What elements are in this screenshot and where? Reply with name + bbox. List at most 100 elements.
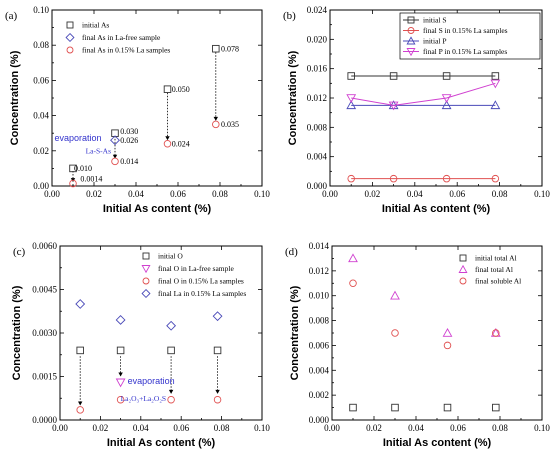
- data-point: [346, 94, 357, 104]
- data-point: [115, 315, 126, 325]
- data-point: [441, 94, 452, 104]
- y-tick-label: 0.024: [307, 5, 328, 15]
- legend-label: final S in 0.15% La samples: [423, 26, 508, 35]
- annotation: 0.0014: [80, 175, 102, 184]
- legend-marker: [65, 32, 75, 43]
- legend-marker: [66, 21, 74, 29]
- data-point: [490, 100, 501, 110]
- arrow-head: [118, 372, 123, 377]
- legend-label: initial total Al: [475, 254, 517, 263]
- y-tick-label: 0.008: [309, 316, 330, 326]
- y-tick-label: 0.004: [307, 152, 328, 162]
- y-tick-label: 0.06: [33, 75, 49, 85]
- y-tick-label: 0.020: [307, 34, 328, 44]
- annotation: evaporation: [128, 376, 175, 386]
- legend-marker: [142, 277, 150, 285]
- annotation: 0.026: [120, 136, 138, 145]
- panel-label: (a): [5, 10, 18, 22]
- annotation: 0.078: [221, 44, 239, 53]
- data-point: [346, 100, 357, 110]
- y-tick-label: 0.004: [309, 365, 330, 375]
- x-tick-label: 0.00: [44, 189, 60, 199]
- legend-label: final total Al: [475, 265, 513, 274]
- data-point: [443, 341, 452, 350]
- chart-panel-a: 0.00 0.02 0.04 0.06 0.08 0.10 0.00 0.02 0.04 0.06…: [5, 5, 270, 215]
- arrow-head: [78, 401, 83, 406]
- x-tick-label: 0.06: [449, 189, 465, 199]
- data-point: [69, 164, 77, 173]
- legend-box: [399, 12, 541, 60]
- data-point: [443, 403, 452, 412]
- legend-label: initial P: [423, 37, 447, 46]
- annotation: evaporation: [55, 133, 102, 143]
- x-tick-label: 0.04: [407, 189, 423, 199]
- annotation: 0.030: [120, 127, 138, 136]
- y-tick-label: 0.006: [309, 340, 330, 350]
- data-point: [491, 72, 500, 80]
- data-point: [116, 395, 125, 404]
- legend-label: final As in La-free sample: [82, 33, 161, 42]
- legend-label: final O in La-free sample: [158, 264, 234, 273]
- x-tick-label: 0.02: [366, 423, 382, 433]
- x-tick-label: 0.10: [534, 189, 550, 199]
- annotation: 0.010: [74, 164, 92, 173]
- y-axis-title: Concentration (%): [287, 50, 299, 145]
- legend-label: initial S: [423, 16, 447, 25]
- annotation: 0.035: [221, 120, 239, 129]
- legend-marker: [141, 288, 151, 299]
- data-point: [163, 140, 172, 148]
- arrow-head: [165, 136, 170, 141]
- y-tick-label: 0.010: [309, 291, 330, 301]
- data-point: [76, 406, 84, 414]
- data-point: [389, 72, 398, 80]
- x-tick-label: 0.10: [254, 423, 270, 433]
- legend-marker: [141, 265, 151, 274]
- legend-label: final P in 0.15% La samples: [423, 47, 507, 56]
- x-tick-label: 0.00: [52, 423, 68, 433]
- data-point: [76, 346, 84, 355]
- x-tick-label: 0.02: [93, 423, 109, 433]
- annotation: La-S-As: [86, 146, 111, 155]
- data-point: [441, 100, 452, 110]
- legend-marker: [142, 252, 150, 260]
- data-point: [110, 135, 120, 146]
- legend: initial total Al final total Al final solu…: [458, 254, 521, 286]
- x-tick-label: 0.08: [214, 423, 230, 433]
- y-tick-label: 0.0015: [32, 372, 57, 382]
- data-point: [213, 346, 222, 355]
- y-tick-label: 0.04: [33, 111, 49, 121]
- data-point: [347, 174, 355, 183]
- x-tick-label: 0.10: [534, 423, 550, 433]
- y-tick-label: 0.008: [307, 122, 328, 132]
- data-point: [167, 395, 175, 404]
- y-tick-label: 0.012: [309, 266, 329, 276]
- x-tick-label: 0.02: [86, 189, 102, 199]
- data-point: [111, 157, 119, 166]
- data-point: [442, 327, 453, 337]
- y-axis-title: Concentration (%): [289, 285, 301, 380]
- legend-marker: [66, 46, 74, 54]
- data-point: [349, 403, 357, 412]
- legend-marker: [458, 264, 468, 273]
- x-axis-title: Initial As content (%): [382, 203, 491, 215]
- x-tick-label: 0.00: [324, 423, 340, 433]
- x-tick-label: 0.08: [212, 189, 228, 199]
- x-axis-title: Initial As content (%): [383, 437, 492, 449]
- data-point: [390, 290, 400, 300]
- legend-marker: [407, 16, 415, 24]
- legend-marker: [459, 254, 467, 262]
- data-point: [391, 329, 399, 337]
- data-point: [348, 253, 358, 263]
- data-point: [116, 346, 125, 355]
- x-axis-title: Initial As content (%): [107, 437, 216, 449]
- data-point: [167, 346, 175, 355]
- data-point: [212, 311, 223, 322]
- x-tick-label: 0.04: [408, 423, 424, 433]
- panel-label: (c): [13, 246, 26, 258]
- annotation: 0.014: [120, 157, 138, 166]
- annotation: La₂O₃+La₂O₂S: [121, 394, 167, 403]
- data-point: [213, 395, 222, 404]
- annotation: 0.024: [172, 139, 190, 148]
